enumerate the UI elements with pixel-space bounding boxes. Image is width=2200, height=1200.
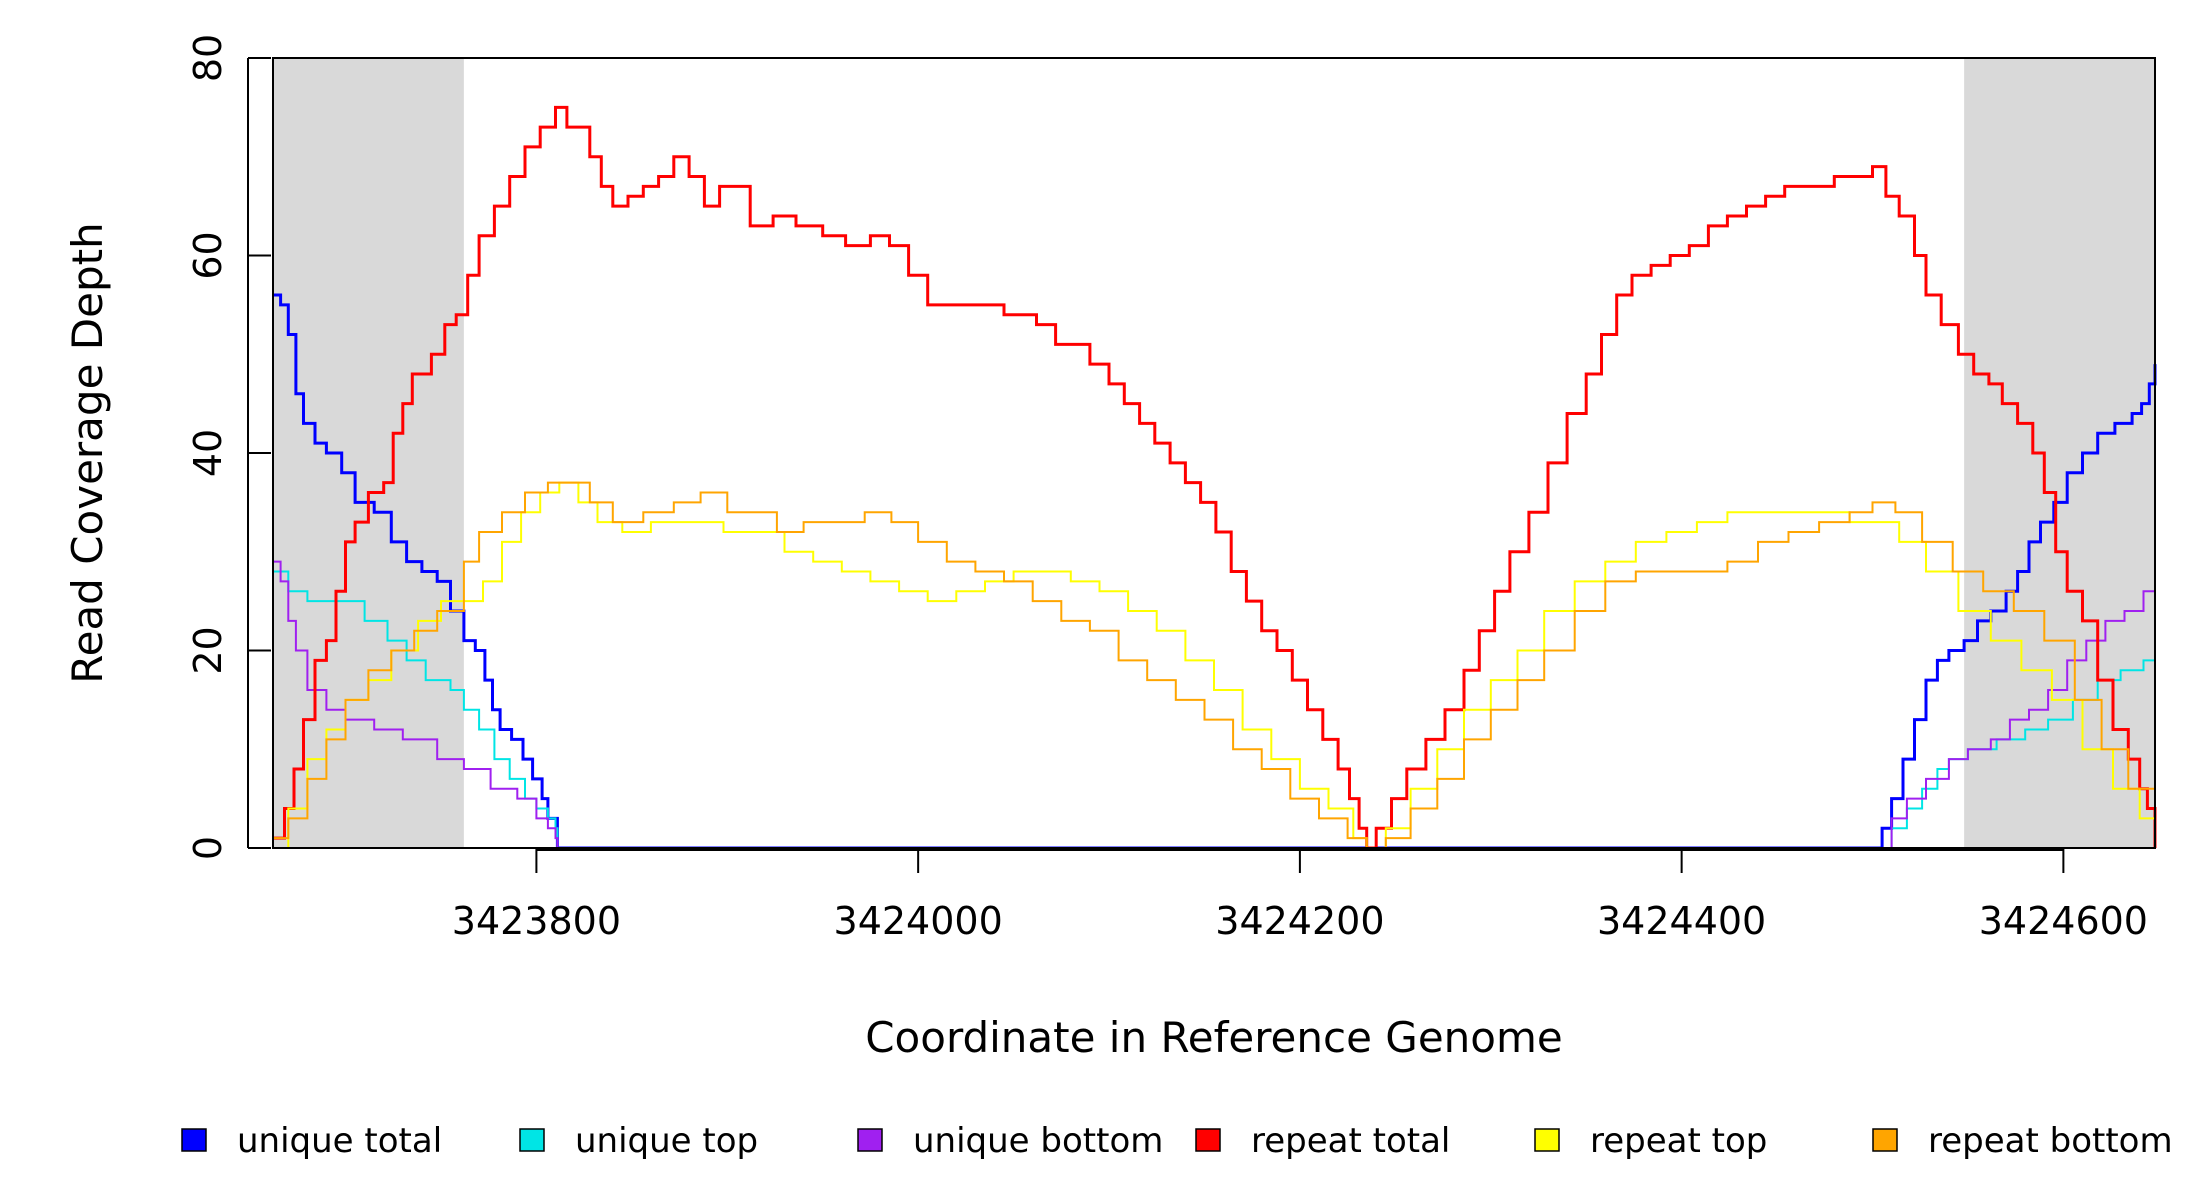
legend-label-repeat-bottom: repeat bottom xyxy=(1928,1121,2173,1161)
y-tick-label: 40 xyxy=(186,429,230,477)
plot-frame xyxy=(272,57,2156,849)
legend: unique total unique top unique bottom repea… xyxy=(181,1121,2173,1161)
flanking-region-shading xyxy=(273,58,2155,848)
y-tick-label: 20 xyxy=(186,626,230,674)
legend-swatch-repeat-top xyxy=(1534,1128,1560,1152)
x-tick-label: 3424600 xyxy=(1979,899,2148,943)
legend-swatch-repeat-bottom xyxy=(1872,1128,1898,1152)
series-line-unique-total xyxy=(273,293,2157,850)
series-lines xyxy=(273,105,2157,850)
x-tick-label: 3423800 xyxy=(452,899,621,943)
y-tick-label: 60 xyxy=(186,231,230,279)
legend-label-repeat-total: repeat total xyxy=(1251,1121,1450,1161)
shaded-region-2 xyxy=(1964,58,2155,848)
legend-label-unique-top: unique top xyxy=(575,1121,758,1161)
legend-swatch-unique-bottom xyxy=(857,1128,883,1152)
y-tick-label: 80 xyxy=(186,34,230,82)
x-tick-label: 3424400 xyxy=(1597,899,1766,943)
legend-label-unique-total: unique total xyxy=(237,1121,442,1161)
series-line-repeat-top xyxy=(273,481,2156,849)
x-tick-label: 3424000 xyxy=(834,899,1003,943)
legend-swatch-unique-total xyxy=(181,1128,207,1152)
y-tick-label: 0 xyxy=(186,836,230,860)
legend-swatch-unique-top xyxy=(519,1128,545,1152)
x-tick-label: 3424200 xyxy=(1215,899,1384,943)
series-line-unique-bottom xyxy=(273,560,2156,849)
legend-swatch-repeat-total xyxy=(1195,1128,1221,1152)
legend-label-repeat-top: repeat top xyxy=(1590,1121,1767,1161)
series-line-repeat-bottom xyxy=(273,481,2156,849)
series-line-unique-top xyxy=(273,570,2156,849)
axes: 0 20 40 60 80 3423800 3424000 3424200 3424400 342… xyxy=(186,34,2148,943)
x-axis-title: Coordinate in Reference Genome xyxy=(865,1013,1563,1062)
series-line-repeat-total xyxy=(273,105,2157,850)
y-axis-title: Read Coverage Depth xyxy=(63,222,112,683)
legend-label-unique-bottom: unique bottom xyxy=(913,1121,1163,1161)
shaded-region-1 xyxy=(273,58,464,848)
